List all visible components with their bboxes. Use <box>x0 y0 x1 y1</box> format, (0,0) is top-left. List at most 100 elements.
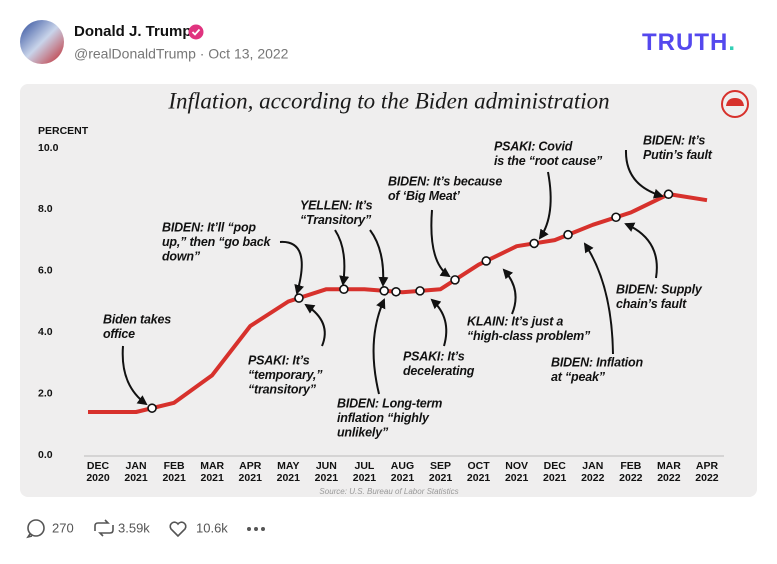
x-tick-label: FEB 2021 <box>162 460 186 484</box>
chart-title: Inflation, according to the Biden admini… <box>167 88 609 113</box>
x-tick-label: JAN 2021 <box>124 460 148 484</box>
x-tick-label-line: MAY <box>277 460 299 472</box>
annotation-arrow <box>583 242 614 355</box>
annotation-marker <box>563 229 573 240</box>
annotation-arrow <box>624 222 658 279</box>
reply-count: 270 <box>52 520 74 535</box>
annotation-text: PSAKI: It’s <box>403 349 465 363</box>
source-note: Source: U.S. Bureau of Labor Statistics <box>319 487 458 496</box>
x-tick-label-line: 2021 <box>162 472 186 484</box>
annotation-text: PSAKI: It’s <box>248 353 310 367</box>
annotation-arrow <box>430 298 448 347</box>
annotation-marker <box>663 189 674 200</box>
annotation-text: is the “root cause” <box>494 154 603 168</box>
author-name[interactable]: Donald J. Trump <box>74 23 192 40</box>
x-tick-label-line: 2021 <box>391 472 415 484</box>
x-tick-label: JUL 2021 <box>353 460 377 484</box>
x-tick-label: APR 2021 <box>239 460 263 484</box>
x-tick-label: OCT 2021 <box>467 460 491 484</box>
like-button[interactable] <box>169 521 187 538</box>
y-tick-label: 10.0 <box>38 142 59 154</box>
x-tick-label: JAN 2022 <box>581 460 605 484</box>
annotation-marker <box>379 286 390 296</box>
annotation-text: BIDEN: It’s <box>643 133 705 147</box>
annotation-arrow <box>430 209 451 278</box>
x-tick-label-line: 2021 <box>277 472 301 484</box>
annotation-text: BIDEN: Long-term <box>337 396 442 410</box>
x-tick-label-line: JUN <box>316 460 337 472</box>
x-tick-label-line: MAR <box>657 460 681 472</box>
avatar[interactable] <box>20 20 64 64</box>
party-logo <box>721 90 749 118</box>
annotation-marker <box>450 275 460 285</box>
annotation-arrow <box>121 345 148 406</box>
annotation-arrow <box>624 149 664 199</box>
x-tick-label: MAR 2022 <box>657 460 681 484</box>
x-tick-label-line: 2022 <box>657 472 681 484</box>
repost-button[interactable] <box>94 519 114 537</box>
annotation-arrow <box>538 171 552 240</box>
x-tick-label-line: 2022 <box>619 472 643 484</box>
y-tick-label: 2.0 <box>38 387 53 399</box>
x-tick-label-line: 2021 <box>505 472 529 484</box>
y-tick-label: 6.0 <box>38 265 53 277</box>
x-tick-label: FEB 2022 <box>619 460 643 484</box>
x-tick-label-line: AUG <box>391 460 414 472</box>
like-count: 10.6k <box>196 520 228 535</box>
x-tick-label-line: 2021 <box>239 472 263 484</box>
x-tick-label-line: 2021 <box>201 472 225 484</box>
x-tick-label-line: 2022 <box>581 472 605 484</box>
brand-logo[interactable]: TRUTH. <box>642 29 736 56</box>
x-tick-label-line: 2021 <box>429 472 453 484</box>
x-tick-label-line: JAN <box>582 460 603 472</box>
annotation-text: at “peak” <box>551 370 606 384</box>
x-tick-label-line: 2022 <box>695 472 719 484</box>
y-tick-label: 0.0 <box>38 449 53 461</box>
x-tick-label-line: APR <box>696 460 719 472</box>
y-tick-label: 4.0 <box>38 326 53 338</box>
annotation-text: “high-class problem” <box>467 329 591 343</box>
annotation-marker <box>147 403 157 413</box>
y-axis-label: PERCENT <box>38 125 89 137</box>
x-tick-label: DEC 2020 <box>86 460 110 484</box>
x-tick-label: APR 2022 <box>695 460 719 484</box>
handle-date: @realDonaldTrump · Oct 13, 2022 <box>74 46 289 62</box>
repost-count: 3.59k <box>118 520 150 535</box>
annotation-arrow <box>279 240 304 295</box>
annotation-text: KLAIN: It’s just a <box>467 314 563 328</box>
x-tick-label-line: NOV <box>505 460 528 472</box>
brand-word: TRUTH <box>642 29 728 56</box>
annotation-text: up,” then “go back <box>162 235 271 249</box>
annotation-text: BIDEN: Inflation <box>551 355 643 369</box>
annotation-arrow <box>372 298 386 395</box>
x-tick-label-line: JAN <box>126 460 147 472</box>
x-tick-label-line: 2021 <box>543 472 567 484</box>
x-tick-label: MAY 2021 <box>277 460 301 484</box>
more-button[interactable] <box>247 527 265 531</box>
annotation-text: BIDEN: It’s because <box>388 174 502 188</box>
annotation-marker <box>294 293 304 303</box>
annotation-text: YELLEN: It’s <box>300 198 373 212</box>
annotation-marker <box>529 238 539 249</box>
x-tick-label-line: 2021 <box>467 472 491 484</box>
annotation-text: chain’s fault <box>616 297 687 311</box>
x-tick-label-line: FEB <box>164 460 185 472</box>
x-tick-label-line: MAR <box>200 460 224 472</box>
x-tick-label-line: APR <box>239 460 262 472</box>
x-tick-label: AUG 2021 <box>391 460 415 484</box>
annotation-text: unlikely” <box>337 425 389 439</box>
annotation-marker <box>339 284 349 295</box>
annotation-text: inflation “highly <box>337 411 430 425</box>
annotation-text: down” <box>162 249 201 263</box>
x-tick-label-line: 2021 <box>315 472 339 484</box>
x-tick-label: JUN 2021 <box>315 460 339 484</box>
x-tick-label-line: 2021 <box>124 472 148 484</box>
reply-button[interactable] <box>26 519 45 539</box>
verified-badge <box>188 24 204 40</box>
annotation-text: “transitory” <box>248 382 317 396</box>
x-tick-label-line: 2021 <box>353 472 377 484</box>
annotation-marker <box>391 286 401 297</box>
x-tick-label-line: DEC <box>87 460 110 472</box>
annotation-text: PSAKI: Covid <box>494 139 573 153</box>
annotation-arrow <box>304 303 326 347</box>
